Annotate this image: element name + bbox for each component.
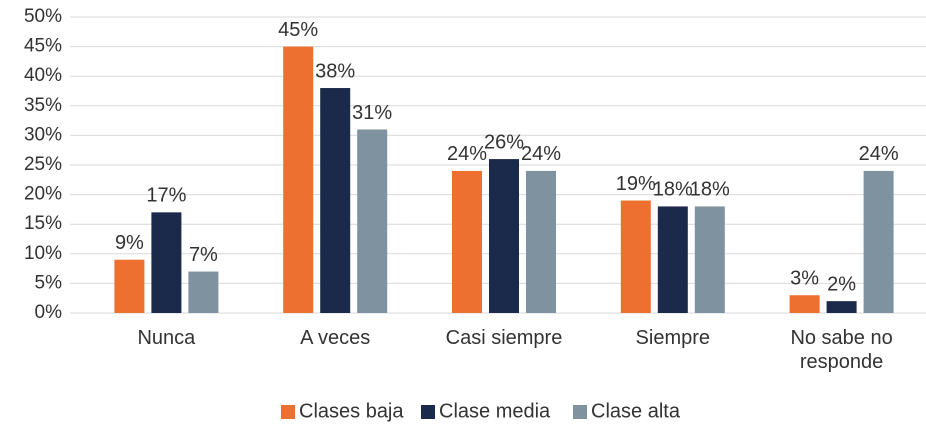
legend-swatch bbox=[281, 405, 295, 419]
bar bbox=[826, 301, 857, 313]
x-tick-label: No sabe no responde bbox=[790, 327, 893, 373]
data-label: 24% bbox=[447, 143, 487, 165]
bar bbox=[789, 295, 820, 313]
bar bbox=[320, 88, 351, 313]
bar bbox=[283, 46, 314, 313]
bar bbox=[452, 170, 482, 313]
data-label: 38% bbox=[315, 60, 355, 82]
bar bbox=[151, 212, 182, 313]
x-tick-label: Siempre bbox=[635, 327, 711, 349]
data-label: 45% bbox=[278, 19, 318, 41]
bar bbox=[657, 206, 688, 313]
y-tick-label: 40% bbox=[24, 65, 62, 86]
bar bbox=[863, 170, 894, 313]
legend-label: Clase media bbox=[439, 400, 551, 422]
bar bbox=[114, 259, 145, 313]
x-tick-label: Nunca bbox=[137, 327, 196, 349]
y-tick-label: 25% bbox=[24, 154, 62, 175]
data-label: 9% bbox=[115, 232, 144, 254]
legend-swatch bbox=[421, 405, 435, 419]
bar bbox=[357, 129, 388, 313]
data-label: 18% bbox=[690, 179, 730, 201]
y-tick-label: 15% bbox=[24, 213, 62, 234]
data-label: 31% bbox=[352, 102, 392, 124]
legend-label: Clases baja bbox=[299, 400, 404, 422]
x-tick-label: Casi siempre bbox=[445, 327, 563, 349]
y-tick-label: 50% bbox=[24, 6, 62, 27]
y-tick-label: 0% bbox=[35, 302, 63, 323]
data-label: 3% bbox=[790, 268, 819, 290]
y-tick-label: 20% bbox=[24, 184, 62, 205]
bar bbox=[489, 159, 519, 313]
legend-swatch bbox=[573, 405, 587, 419]
data-label: 24% bbox=[859, 143, 899, 165]
data-label: 19% bbox=[616, 173, 656, 195]
data-label: 17% bbox=[146, 185, 186, 207]
data-label: 26% bbox=[484, 131, 524, 153]
data-label: 24% bbox=[521, 143, 561, 165]
data-label: 18% bbox=[653, 179, 693, 201]
y-tick-label: 30% bbox=[24, 124, 62, 145]
data-label: 7% bbox=[189, 244, 218, 266]
data-label: 2% bbox=[827, 273, 856, 295]
y-tick-label: 45% bbox=[24, 36, 62, 57]
bar bbox=[694, 206, 725, 313]
bar bbox=[526, 170, 556, 313]
legend-label: Clase alta bbox=[591, 400, 681, 422]
bar bbox=[188, 271, 219, 313]
y-tick-label: 35% bbox=[24, 95, 62, 116]
y-tick-label: 5% bbox=[35, 272, 63, 293]
bar bbox=[620, 200, 651, 313]
x-tick-label: A veces bbox=[300, 327, 371, 349]
y-tick-label: 10% bbox=[24, 243, 62, 264]
